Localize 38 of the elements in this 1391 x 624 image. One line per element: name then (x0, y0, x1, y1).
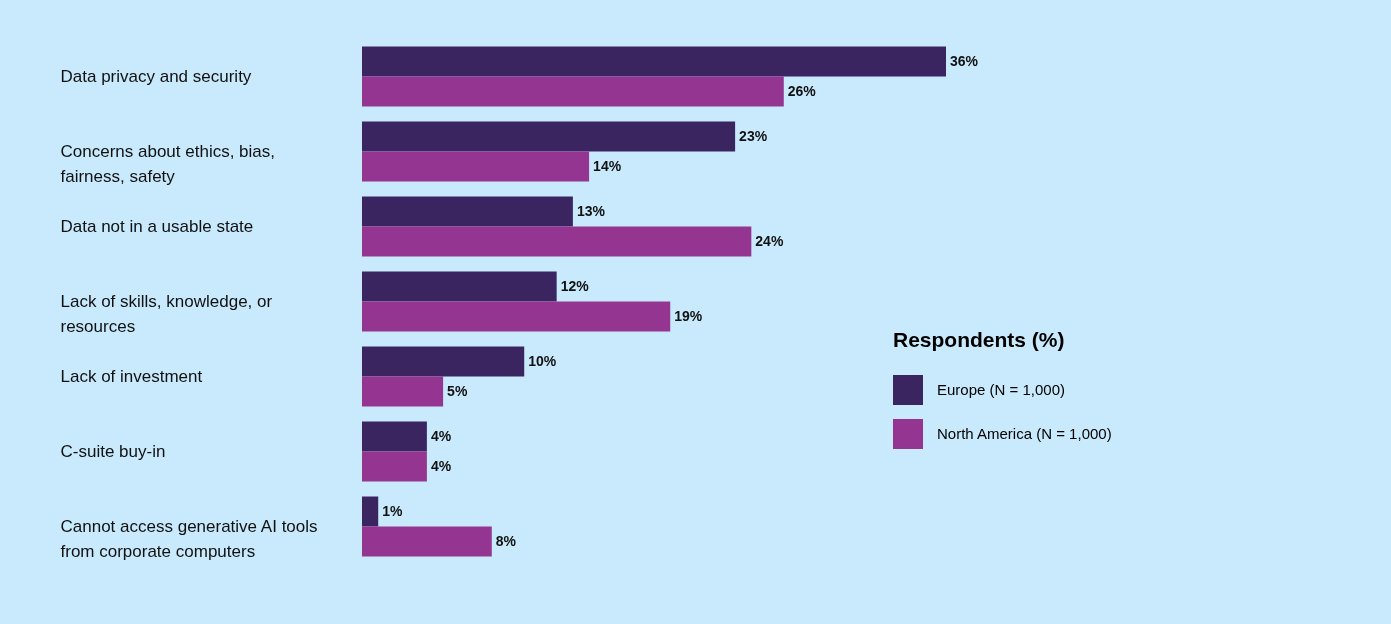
data-label: 36% (950, 52, 979, 69)
data-label: 10% (528, 352, 557, 369)
data-label: 1% (382, 502, 404, 519)
bar (362, 301, 671, 332)
bar (362, 76, 784, 107)
data-label: 8% (495, 532, 517, 549)
data-label: 12% (560, 277, 590, 294)
bar (362, 346, 525, 377)
y-tick-label: Concerns about ethics, bias, fairness, safety (60, 141, 276, 186)
y-tick-label: C-suite buy-in (60, 441, 166, 461)
bar (362, 46, 946, 77)
y-tick-label: Data not in a usable state (60, 216, 254, 236)
data-label: 5% (447, 382, 468, 399)
data-label: 13% (576, 202, 606, 219)
y-tick-label: Lack of investment (60, 366, 203, 386)
bar (362, 271, 557, 302)
bar (362, 376, 444, 407)
legend-label: North America (N = 1,000) (937, 425, 1112, 442)
data-label: 26% (787, 82, 817, 99)
data-label: 24% (755, 232, 784, 249)
bar (362, 451, 427, 482)
bar (362, 526, 492, 557)
data-label: 19% (674, 307, 703, 324)
bar (362, 196, 573, 227)
bar (362, 151, 590, 182)
bar (362, 121, 736, 152)
bar (362, 496, 379, 527)
data-label: 4% (430, 427, 452, 444)
y-tick-label: Cannot access generative AI tools from corporate computers (60, 516, 318, 561)
bar (362, 226, 752, 257)
bar (362, 421, 427, 452)
data-label: 23% (739, 127, 768, 144)
y-tick-label: Data privacy and security (60, 66, 252, 86)
y-tick-label: Lack of skills, knowledge, or resources (60, 291, 273, 336)
legend-label: Europe (N = 1,000) (937, 381, 1065, 398)
data-label: 4% (430, 457, 452, 474)
data-label: 14% (593, 157, 622, 174)
legend-title: Respondents (%) (893, 328, 1065, 351)
